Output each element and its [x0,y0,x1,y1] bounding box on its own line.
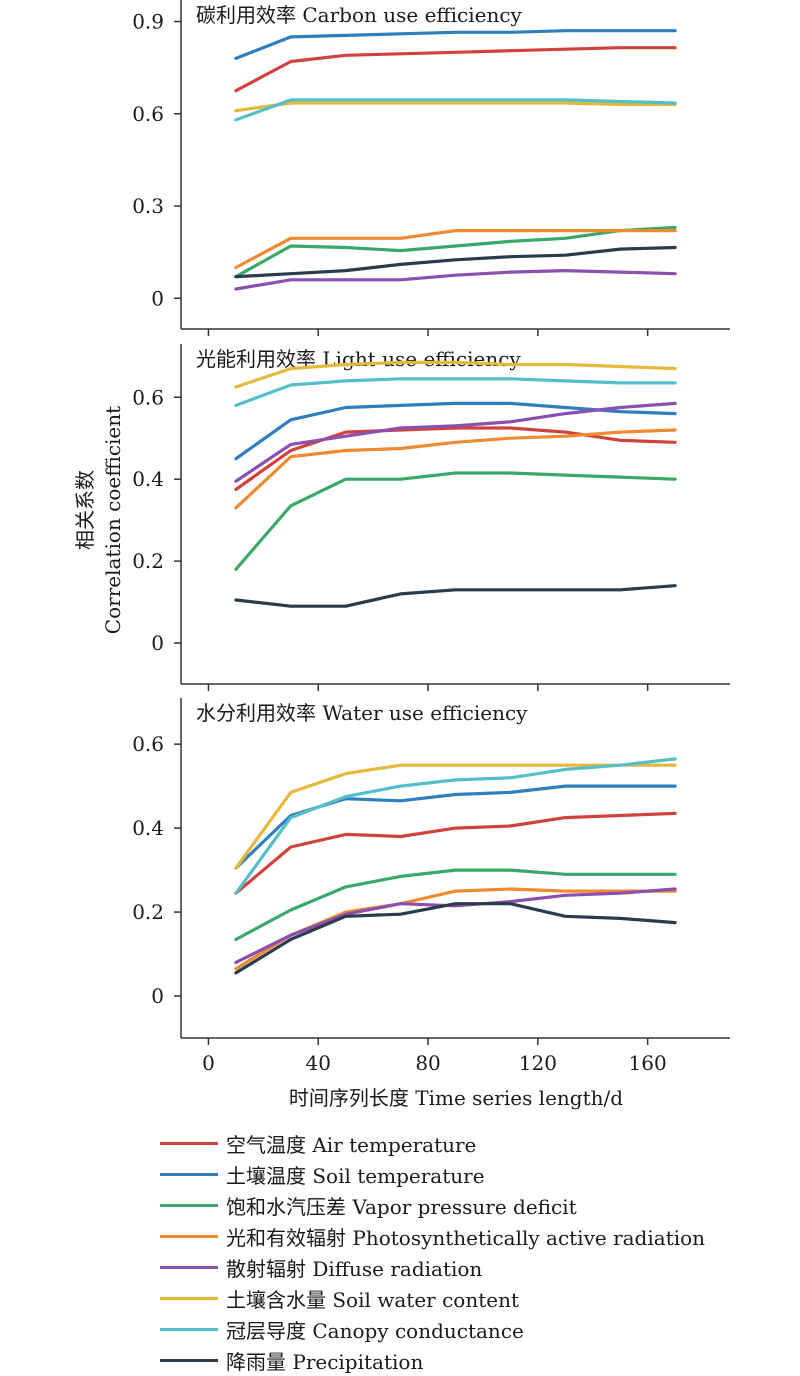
legend-swatch [160,1297,218,1300]
series-line-4 [234,269,677,291]
legend-item-soil-water-content: 土壤含水量 Soil water content [160,1283,705,1314]
x-tick-label: 80 [415,1051,440,1075]
y-tick-label: 0.4 [132,467,164,491]
legend-item-vapor-pressure-deficit: 饱和水汽压差 Vapor pressure deficit [160,1190,705,1221]
y-tick-label: 0 [151,984,164,1008]
x-axis-label: 时间序列长度 Time series length/d [289,1086,623,1110]
series-line-5 [234,360,677,389]
legend-label: 光和有效辐射 Photosynthetically active radiati… [226,1226,706,1250]
panel-title: 水分利用效率 Water use efficiency [196,701,528,725]
y-tick-label: 0.4 [132,816,164,840]
legend-swatch [160,1142,218,1145]
legend-swatch [160,1328,218,1331]
legend-swatch [160,1266,218,1269]
legend-swatch [160,1359,218,1362]
legend-label: 饱和水汽压差 Vapor pressure deficit [226,1195,577,1219]
series-line-0 [234,426,677,491]
series-line-4 [234,401,677,483]
y-tick-label: 0.3 [132,194,164,218]
x-tick-label: 40 [306,1051,331,1075]
y-tick-label: 0.2 [132,900,164,924]
series-line-1 [234,401,677,461]
y-axis-label-line1: 相关系数 [73,470,97,550]
series-line-1 [234,29,677,61]
panel-title: 光能利用效率 Light use efficiency [196,347,521,371]
y-axis-label-line2: Correlation coefficient [101,406,125,634]
series-line-0 [234,46,677,93]
series-line-0 [234,811,677,895]
series-line-3 [234,887,677,971]
correlation-chart: 相关系数 Correlation coefficient 时间序列长度 Time… [73,0,730,1110]
panel-wue: 水分利用效率 Water use efficiency 0 0.2 0.4 0.6 0 40… [132,698,730,1075]
y-tick-label: 0.6 [132,732,164,756]
y-tick-label: 0 [151,286,164,310]
series-line-5 [234,101,677,113]
legend-item-air-temperature: 空气温度 Air temperature [160,1128,705,1159]
y-tick-label: 0.2 [132,549,164,573]
series-line-7 [234,245,677,279]
series-line-4 [234,887,677,965]
panel-title: 碳利用效率 Carbon use efficiency [196,3,523,27]
legend-swatch [160,1173,218,1176]
panel-lue: 光能利用效率 Light use efficiency 0 0.2 0.4 0.6 [132,344,730,691]
y-tick-label: 0.9 [132,10,164,34]
panel-cue: 碳利用效率 Carbon use efficiency 0 0.3 0.6 0.9 [132,0,730,336]
legend-item-soil-temperature: 土壤温度 Soil temperature [160,1159,705,1190]
series-line-3 [234,229,677,270]
legend-label: 空气温度 Air temperature [226,1133,477,1157]
y-tick-label: 0.6 [132,385,164,409]
legend-label: 土壤温度 Soil temperature [226,1164,485,1188]
y-tick-label: 0.6 [132,102,164,126]
legend-label: 冠层导度 Canopy conductance [226,1319,524,1343]
legend-swatch [160,1204,218,1207]
x-tick-label: 0 [202,1051,215,1075]
legend-item-par: 光和有效辐射 Photosynthetically active radiati… [160,1221,705,1252]
series-line-7 [234,584,677,608]
legend-item-canopy-conductance: 冠层导度 Canopy conductance [160,1314,705,1345]
y-tick-label: 0 [151,631,164,655]
legend-label: 降雨量 Precipitation [226,1350,424,1374]
legend-label: 散射辐射 Diffuse radiation [226,1257,483,1281]
series-line-2 [234,868,677,942]
x-tick-label: 160 [629,1051,667,1075]
legend-item-precipitation: 降雨量 Precipitation [160,1345,705,1376]
series-line-2 [234,471,677,571]
series-line-6 [234,377,677,407]
series-line-6 [234,757,677,895]
x-tick-label: 120 [519,1051,557,1075]
series-line-2 [234,225,677,279]
series-line-6 [234,98,677,122]
series-line-3 [234,428,677,510]
series-line-7 [234,902,677,975]
legend-swatch [160,1235,218,1238]
legend: 空气温度 Air temperature 土壤温度 Soil temperatu… [160,1128,705,1376]
legend-item-diffuse-radiation: 散射辐射 Diffuse radiation [160,1252,705,1283]
legend-label: 土壤含水量 Soil water content [226,1288,519,1312]
